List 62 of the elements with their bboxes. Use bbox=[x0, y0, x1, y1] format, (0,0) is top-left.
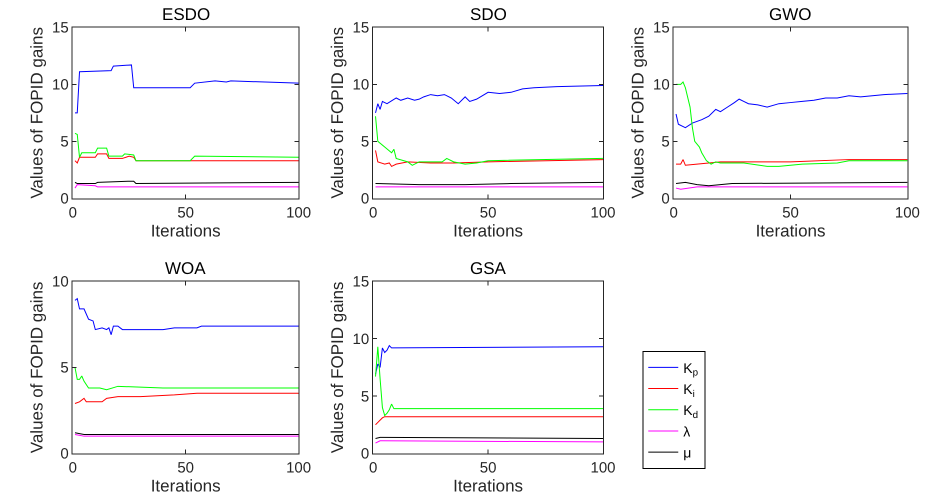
chart-title: GSA bbox=[470, 259, 507, 278]
y-tick-label: 15 bbox=[352, 20, 370, 37]
line-series bbox=[74, 64, 299, 114]
x-tick-label: 100 bbox=[590, 459, 616, 476]
line-series bbox=[74, 366, 299, 390]
legend-label: K$_{p}$ bbox=[683, 360, 699, 379]
line-series bbox=[74, 392, 299, 404]
chart-title: GWO bbox=[769, 5, 812, 24]
x-axis-title: Iterations bbox=[150, 476, 221, 496]
legend-label: μ bbox=[683, 444, 692, 461]
y-axis-title: Values of FOPID gains bbox=[28, 27, 47, 199]
x-axis-title: Iterations bbox=[150, 221, 221, 240]
legend-label: K$_{i}$ bbox=[683, 381, 695, 400]
chart-title: ESDO bbox=[162, 5, 210, 24]
chart-title: WOA bbox=[165, 259, 206, 278]
y-tick-label: 5 bbox=[360, 134, 370, 151]
line-series bbox=[74, 132, 299, 162]
line-series bbox=[74, 298, 299, 336]
y-tick-label: 0 bbox=[60, 446, 69, 463]
line-series bbox=[676, 92, 908, 128]
y-tick-label: 0 bbox=[661, 190, 670, 208]
x-tick-label: 50 bbox=[480, 459, 496, 476]
line-series bbox=[375, 116, 603, 166]
y-tick-label: 10 bbox=[352, 76, 370, 94]
x-tick-label: 100 bbox=[286, 204, 312, 222]
y-tick-label: 15 bbox=[653, 20, 670, 37]
y-axis-title: Values of FOPID gains bbox=[328, 282, 348, 454]
x-axis-title: Iterations bbox=[453, 476, 524, 496]
y-tick-label: 15 bbox=[352, 274, 370, 291]
legend-label: K$_{d}$ bbox=[683, 402, 698, 422]
y-tick-label: 10 bbox=[653, 76, 670, 94]
y-tick-label: 10 bbox=[52, 76, 69, 94]
y-tick-label: 5 bbox=[360, 388, 370, 406]
y-axis-title: Values of FOPID gains bbox=[28, 282, 47, 454]
line-series bbox=[375, 150, 603, 167]
chart-title: SDO bbox=[470, 5, 507, 24]
x-tick-label: 50 bbox=[782, 204, 799, 222]
y-tick-label: 5 bbox=[60, 134, 69, 151]
y-tick-label: 0 bbox=[60, 190, 69, 208]
y-tick-label: 10 bbox=[52, 274, 69, 291]
line-series bbox=[375, 416, 603, 426]
x-tick-label: 50 bbox=[177, 459, 194, 476]
x-tick-label: 100 bbox=[286, 459, 312, 476]
y-tick-label: 15 bbox=[52, 20, 69, 37]
x-tick-label: 50 bbox=[177, 204, 194, 222]
line-series bbox=[375, 345, 603, 375]
y-tick-label: 0 bbox=[360, 446, 370, 463]
x-axis-title: Iterations bbox=[756, 221, 826, 240]
x-tick-label: 100 bbox=[894, 204, 920, 222]
y-axis-title: Values of FOPID gains bbox=[628, 27, 648, 199]
y-axis-title: Values of FOPID gains bbox=[328, 27, 348, 199]
line-series bbox=[375, 84, 603, 114]
x-tick-label: 50 bbox=[480, 204, 496, 222]
line-series bbox=[676, 82, 908, 167]
x-tick-label: 100 bbox=[590, 204, 616, 222]
legend-label: λ bbox=[683, 423, 690, 440]
x-axis-title: Iterations bbox=[453, 221, 524, 240]
y-tick-label: 5 bbox=[60, 360, 69, 377]
y-tick-label: 10 bbox=[352, 330, 370, 348]
line-series bbox=[375, 346, 603, 416]
y-tick-label: 0 bbox=[360, 190, 370, 208]
y-tick-label: 5 bbox=[661, 134, 670, 151]
